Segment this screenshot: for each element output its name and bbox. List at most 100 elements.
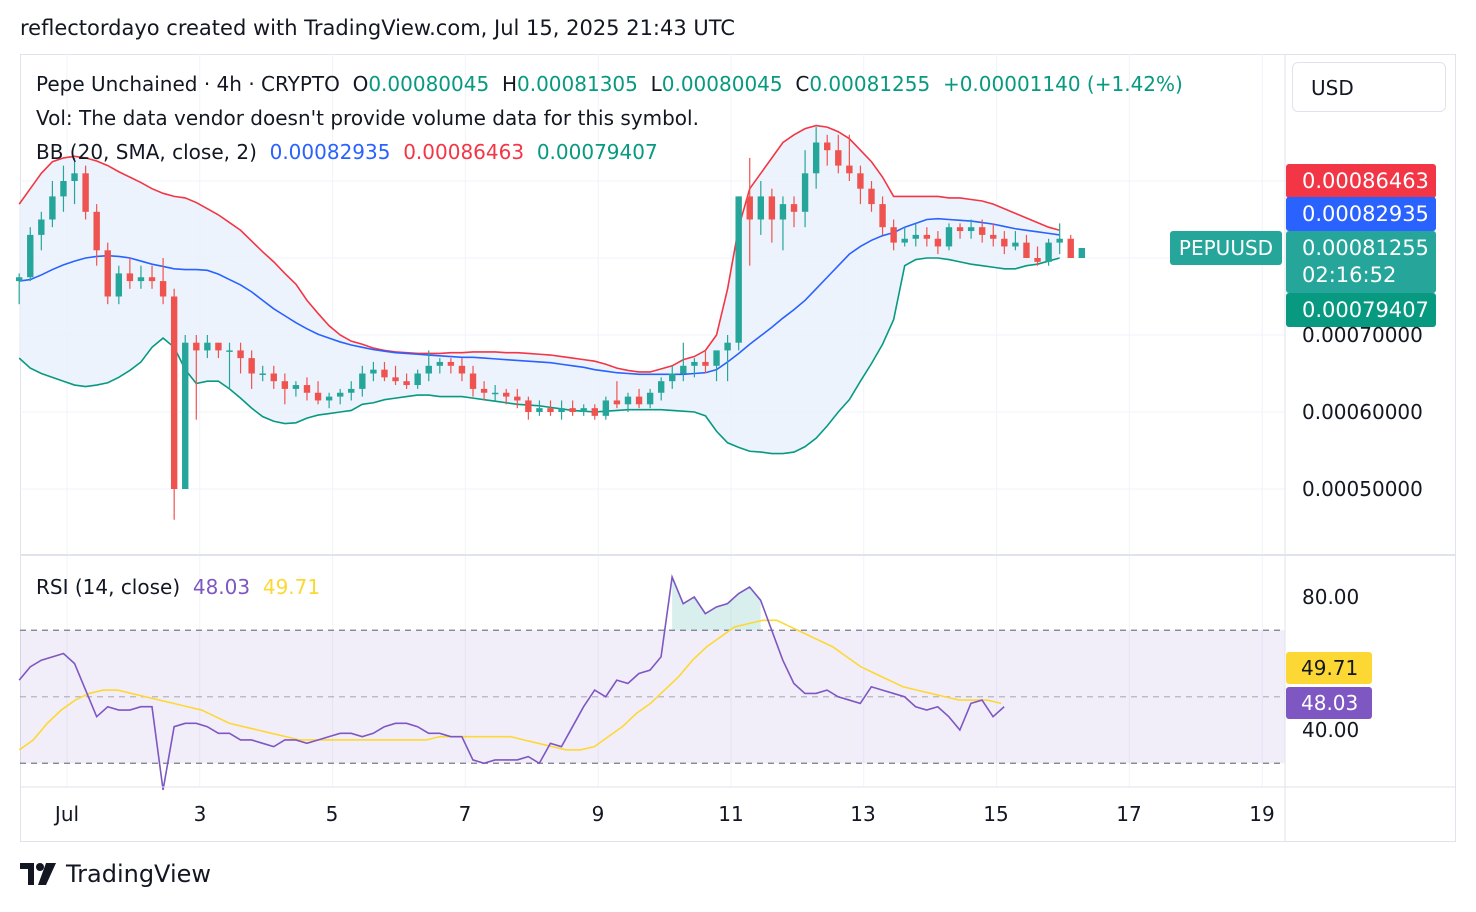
bb-lower-tag: 0.00079407 <box>1286 293 1436 327</box>
candle-body <box>768 196 776 220</box>
open-value: 0.00080045 <box>368 72 490 96</box>
time-axis-label: 17 <box>1116 802 1142 826</box>
candle-body <box>923 234 931 239</box>
candle-body <box>558 408 565 412</box>
candle-body <box>458 365 466 374</box>
candle-body <box>71 173 78 181</box>
candle-body <box>934 238 942 247</box>
chart-frame[interactable] <box>20 54 1456 842</box>
bb-basis-value: 0.00082935 <box>269 140 391 164</box>
time-axis-label: 11 <box>718 802 744 826</box>
candle-body <box>691 361 698 366</box>
low-label: L <box>650 72 662 96</box>
candle-body <box>259 373 266 375</box>
candle-body <box>403 381 410 386</box>
candle-body <box>1056 238 1063 243</box>
chart-credit: reflectordayo created with TradingView.c… <box>20 16 736 40</box>
candle-body <box>591 408 598 416</box>
candle-body <box>1067 238 1074 258</box>
candle-body <box>514 396 521 401</box>
bb-legend: BB (20, SMA, close, 2) 0.00082935 0.0008… <box>36 140 658 164</box>
candle-body <box>436 361 444 366</box>
candle-body <box>857 173 864 189</box>
time-axis-label: Jul <box>54 802 80 826</box>
candle-body <box>669 373 676 382</box>
candle-body <box>624 396 632 405</box>
candle-body <box>1001 238 1008 247</box>
bb-basis-line <box>19 217 1060 376</box>
tradingview-brand[interactable]: TradingView <box>20 860 211 888</box>
candle-body <box>680 365 687 374</box>
candle-body <box>336 392 344 397</box>
candle-body <box>193 342 200 351</box>
candle-body <box>204 342 211 351</box>
candle-body <box>425 365 432 374</box>
candle-body <box>292 385 300 389</box>
close-value: 0.00081255 <box>809 72 931 96</box>
candle-body <box>990 234 997 239</box>
candle-body <box>447 361 455 366</box>
candle-body <box>713 350 720 366</box>
bb-lower-value: 0.00079407 <box>536 140 658 164</box>
candle-body <box>724 342 731 351</box>
candle-body <box>635 396 643 405</box>
open-label: O <box>352 72 369 96</box>
bb-upper-value: 0.00086463 <box>403 140 525 164</box>
currency-selector[interactable]: USD <box>1292 62 1446 112</box>
candle-body <box>868 188 875 205</box>
candle-body <box>503 392 510 397</box>
candle-body <box>757 196 765 220</box>
candle-body <box>414 373 421 386</box>
candle-body <box>846 165 853 174</box>
candle-body <box>170 296 178 489</box>
candle-body <box>812 142 820 174</box>
candle-body <box>126 273 134 282</box>
last-price-tag: 0.00081255 02:16:52 <box>1286 231 1436 293</box>
time-axis-label: 9 <box>591 802 605 826</box>
candle-body <box>746 196 753 220</box>
change-value: +0.00001140 (+1.42%) <box>942 72 1183 96</box>
candle-body <box>27 234 34 278</box>
bb-upper-line <box>18 124 1060 373</box>
candle-body <box>1078 247 1086 258</box>
candle-body <box>657 381 665 393</box>
candle-body <box>469 373 477 389</box>
candle-body <box>901 238 908 243</box>
candle-body <box>580 408 587 412</box>
candle-body <box>148 277 156 282</box>
candle-body <box>314 392 322 401</box>
candle-body <box>82 173 89 212</box>
candle-body <box>702 361 709 366</box>
candle-body <box>779 204 787 220</box>
candle-body <box>348 388 355 393</box>
candle-body <box>491 392 499 395</box>
candle-body <box>525 400 532 412</box>
candle-body <box>237 350 244 359</box>
candle-body <box>381 369 388 378</box>
candle-body <box>60 181 67 197</box>
candle-body <box>215 342 222 351</box>
brand-name: TradingView <box>66 860 212 888</box>
candle-body <box>1012 242 1019 247</box>
candle-body <box>569 408 576 412</box>
candle-body <box>49 196 56 220</box>
high-label: H <box>501 72 517 96</box>
candle-body <box>104 250 111 297</box>
price-axis-label: 0.00060000 <box>1302 400 1423 424</box>
close-label: C <box>795 72 810 96</box>
candle-body <box>270 373 277 382</box>
candle-body <box>248 358 255 374</box>
candle-body <box>801 173 809 212</box>
candle-body <box>1034 258 1041 262</box>
price-axis-label: 0.00070000 <box>1302 323 1423 347</box>
bar-countdown: 02:16:52 <box>1302 263 1397 287</box>
candle-body <box>226 350 233 352</box>
bb-label: BB (20, SMA, close, 2) <box>36 140 257 164</box>
candle-body <box>967 227 975 232</box>
symbol-name: Pepe Unchained · 4h · CRYPTO <box>36 72 340 96</box>
candle-body <box>646 392 654 405</box>
time-axis-label: 5 <box>325 802 339 826</box>
candle-body <box>824 142 831 151</box>
candle-body <box>945 227 953 247</box>
